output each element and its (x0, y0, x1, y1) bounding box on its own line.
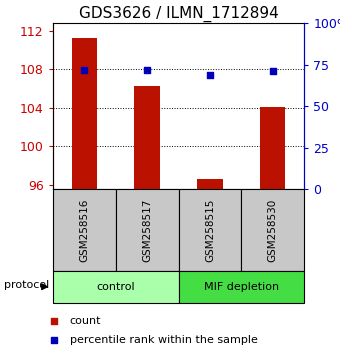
Point (51, 337, 56, 343)
Title: GDS3626 / ILMN_1712894: GDS3626 / ILMN_1712894 (79, 5, 278, 22)
Text: protocol: protocol (4, 280, 49, 290)
Text: GSM258515: GSM258515 (205, 198, 215, 262)
Bar (53, 271, 178, 303)
Bar (241, 189, 304, 271)
Text: GSM258516: GSM258516 (79, 198, 89, 262)
Bar (178, 271, 304, 303)
Bar (198, 179, 223, 189)
Text: control: control (96, 282, 135, 292)
Text: GSM258530: GSM258530 (268, 199, 278, 262)
Bar (260, 107, 286, 189)
Text: MIF depletion: MIF depletion (204, 282, 279, 292)
Text: percentile rank within the sample: percentile rank within the sample (70, 335, 258, 345)
Bar (178, 189, 241, 271)
Point (82, 68, 87, 73)
Point (51, 319, 56, 324)
Bar (135, 86, 160, 189)
Text: count: count (70, 316, 101, 326)
Bar (116, 189, 178, 271)
Text: GSM258517: GSM258517 (142, 198, 152, 262)
Bar (53, 189, 116, 271)
Bar (71, 38, 97, 189)
Point (270, 68, 276, 74)
Point (207, 73, 213, 78)
Point (144, 67, 150, 73)
